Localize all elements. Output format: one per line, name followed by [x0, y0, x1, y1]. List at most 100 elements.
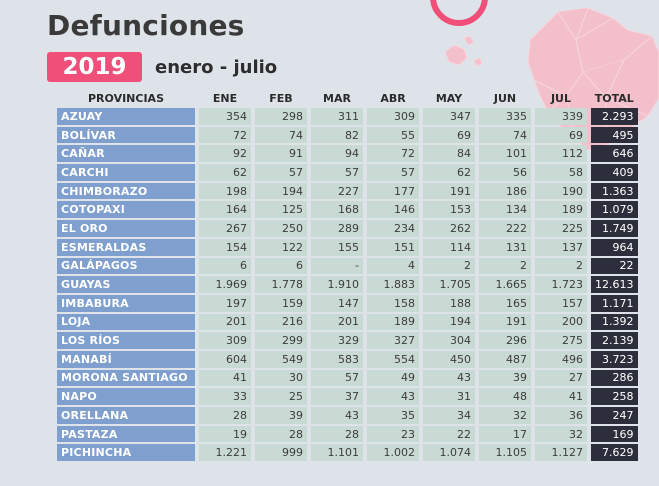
- month-value-cell: 177: [367, 182, 419, 200]
- province-name: MANABÍ: [57, 350, 195, 368]
- table-row: PICHINCHA 1.221 999 1.101 1.002 1.074 1.105 1.1…: [57, 444, 638, 462]
- table-row: NAPO 33 25 37 43 31 48 41 258: [57, 388, 638, 405]
- province-name: GALÁPAGOS: [57, 257, 195, 275]
- total-cell: 12.613: [591, 276, 638, 293]
- month-value-cell: 151: [367, 238, 419, 256]
- month-value-cell: 1.910: [311, 276, 363, 293]
- month-value-cell: 36: [535, 407, 587, 424]
- month-value-cell: 114: [423, 238, 475, 256]
- table-row: LOS RÍOS 309 299 329 327 304 296 275 2.139: [57, 332, 638, 349]
- month-value-cell: 289: [311, 220, 363, 237]
- province-name: IMBABURA: [57, 294, 195, 312]
- month-value-cell: 296: [479, 332, 531, 349]
- page-title: Defunciones: [47, 9, 245, 42]
- month-value-cell: 125: [255, 201, 307, 219]
- province-name: CARCHI: [57, 164, 195, 181]
- month-value-cell: 2: [479, 257, 531, 275]
- month-value-cell: 57: [367, 164, 419, 181]
- month-value-cell: 43: [367, 388, 419, 405]
- month-value-cell: 30: [255, 369, 307, 387]
- month-value-cell: 1.723: [535, 276, 587, 293]
- month-value-cell: 154: [199, 238, 251, 256]
- month-value-cell: 6: [199, 257, 251, 275]
- month-value-cell: 329: [311, 332, 363, 349]
- month-value-cell: 74: [479, 126, 531, 144]
- month-value-cell: 189: [535, 201, 587, 219]
- total-cell: 1.171: [591, 294, 638, 312]
- month-value-cell: 4: [367, 257, 419, 275]
- column-header-provincias: PROVINCIAS: [87, 91, 164, 105]
- province-name: ORELLANA: [57, 407, 195, 424]
- table-row: PASTAZA 19 28 28 23 22 17 32 169: [57, 425, 638, 443]
- month-value-cell: 43: [423, 369, 475, 387]
- table-row: CARCHI 62 57 57 57 62 56 58 409: [57, 164, 638, 181]
- month-value-cell: 27: [535, 369, 587, 387]
- month-value-cell: 57: [255, 164, 307, 181]
- month-value-cell: 56: [479, 164, 531, 181]
- month-value-cell: 32: [535, 425, 587, 443]
- month-value-cell: 69: [535, 126, 587, 144]
- month-value-cell: 158: [367, 294, 419, 312]
- month-value-cell: 84: [423, 145, 475, 163]
- month-value-cell: 72: [367, 145, 419, 163]
- month-value-cell: 262: [423, 220, 475, 237]
- total-cell: 646: [591, 145, 638, 163]
- month-value-cell: 134: [479, 201, 531, 219]
- month-value-cell: 39: [479, 369, 531, 387]
- month-value-cell: 155: [311, 238, 363, 256]
- month-value-cell: 1.705: [423, 276, 475, 293]
- month-value-cell: 1.665: [479, 276, 531, 293]
- year-badge: 2019: [47, 52, 142, 82]
- month-value-cell: 25: [255, 388, 307, 405]
- month-value-cell: 1.002: [367, 444, 419, 462]
- month-value-cell: 39: [255, 407, 307, 424]
- province-name: LOS RÍOS: [57, 332, 195, 349]
- month-value-cell: 1.221: [199, 444, 251, 462]
- column-header-jul: JUL: [550, 91, 572, 105]
- total-cell: 409: [591, 164, 638, 181]
- month-value-cell: 1.105: [479, 444, 531, 462]
- table-row: GALÁPAGOS 6 6-4 2 2 2 22: [57, 257, 638, 275]
- month-value-cell: 28: [199, 407, 251, 424]
- table-row: COTOPAXI 164 125 168 146 153 134 189 1.079: [57, 201, 638, 219]
- month-value-cell: 194: [255, 182, 307, 200]
- month-value-cell: 190: [535, 182, 587, 200]
- total-cell: 1.749: [591, 220, 638, 237]
- month-value-cell: 147: [311, 294, 363, 312]
- month-value-cell: 191: [479, 313, 531, 331]
- month-value-cell: 311: [311, 108, 363, 125]
- month-value-cell: 267: [199, 220, 251, 237]
- month-value-cell: 200: [535, 313, 587, 331]
- month-value-cell: 48: [479, 388, 531, 405]
- month-value-cell: 94: [311, 145, 363, 163]
- month-value-cell: 234: [367, 220, 419, 237]
- total-cell: 495: [591, 126, 638, 144]
- month-value-cell: 91: [255, 145, 307, 163]
- total-cell: 1.363: [591, 182, 638, 200]
- month-value-cell: 549: [255, 350, 307, 368]
- month-value-cell: 487: [479, 350, 531, 368]
- month-value-cell: 275: [535, 332, 587, 349]
- month-value-cell: 69: [423, 126, 475, 144]
- province-name: MORONA SANTIAGO: [57, 369, 195, 387]
- month-value-cell: 198: [199, 182, 251, 200]
- table-row: GUAYAS 1.969 1.778 1.910 1.883 1.705 1.665 1.72…: [57, 276, 638, 293]
- total-cell: 258: [591, 388, 638, 405]
- month-value-cell: 28: [311, 425, 363, 443]
- table-header-row: PROVINCIAS ENE FEB MAR ABR MAY JUN JUL T…: [57, 91, 638, 106]
- deaths-table: PROVINCIAS ENE FEB MAR ABR MAY JUN JUL T…: [53, 89, 642, 463]
- table-row: IMBABURA 197 159 147 158 188 165 157 1.171: [57, 294, 638, 312]
- month-value-cell: 186: [479, 182, 531, 200]
- column-header-jun: JUN: [493, 91, 517, 105]
- month-value-cell: 28: [255, 425, 307, 443]
- table-row: ESMERALDAS 154 122 155 151 114 131 137 964: [57, 238, 638, 256]
- total-cell: 22: [591, 257, 638, 275]
- month-value-cell: 2: [423, 257, 475, 275]
- column-header-total: TOTAL: [594, 91, 634, 105]
- province-name: GUAYAS: [57, 276, 195, 293]
- month-value-cell: 153: [423, 201, 475, 219]
- month-value-cell: 43: [311, 407, 363, 424]
- period-label: enero - julio: [155, 57, 278, 78]
- month-value-cell: 554: [367, 350, 419, 368]
- month-value-cell: 57: [311, 164, 363, 181]
